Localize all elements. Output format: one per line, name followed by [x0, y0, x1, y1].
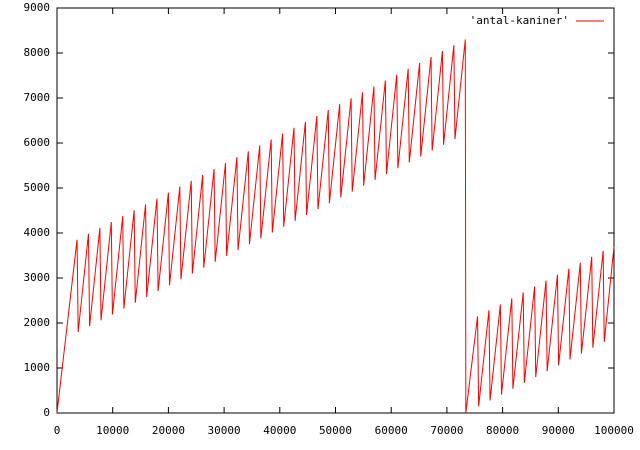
y-tick-label: 1000	[24, 361, 51, 374]
x-tick-label: 50000	[319, 424, 352, 437]
x-tick-label: 70000	[430, 424, 463, 437]
x-tick-label: 80000	[486, 424, 519, 437]
x-tick-label: 30000	[208, 424, 241, 437]
series-line	[56, 39, 615, 414]
y-tick-label: 8000	[24, 46, 51, 59]
x-tick-label: 20000	[152, 424, 185, 437]
y-tick-label: 7000	[24, 91, 51, 104]
x-tick-label: 60000	[375, 424, 408, 437]
y-tick-label: 6000	[24, 136, 51, 149]
y-tick-label: 2000	[24, 316, 51, 329]
x-tick-label: 10000	[96, 424, 129, 437]
y-tick-label: 5000	[24, 181, 51, 194]
y-tick-label: 3000	[24, 271, 51, 284]
y-tick-label: 9000	[24, 1, 51, 14]
x-tick-label: 100000	[594, 424, 634, 437]
plot-border	[56, 7, 615, 414]
x-tick-label: 0	[54, 424, 61, 437]
x-tick-label: 40000	[263, 424, 296, 437]
x-tick-label: 90000	[542, 424, 575, 437]
y-tick-label: 0	[43, 406, 50, 419]
y-tick-label: 4000	[24, 226, 51, 239]
legend-label: 'antal-kaniner'	[470, 14, 569, 27]
